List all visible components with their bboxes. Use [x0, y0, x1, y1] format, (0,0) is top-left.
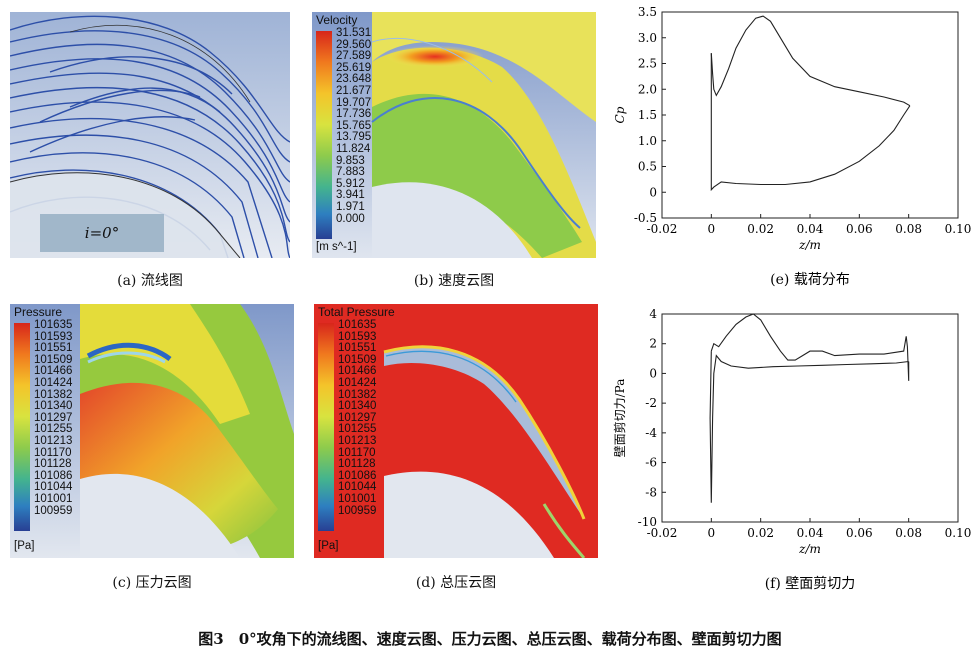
- y-tick-label: 2: [649, 337, 657, 351]
- x-tick-label: -0.02: [647, 526, 678, 540]
- panel-b-velocity: Velocity 31.531 29.560 27.589 25.619 23.648 2…: [312, 12, 596, 258]
- caption-d: (d) 总压云图: [415, 575, 497, 591]
- caption-c: (c) 压力云图: [112, 575, 192, 591]
- incidence-label: i=0°: [40, 214, 164, 252]
- pressure-contour: [10, 304, 294, 558]
- y-tick-label: 0: [649, 185, 657, 199]
- y-tick-label: 3.0: [638, 31, 657, 45]
- velocity-unit: [m s^-1]: [316, 241, 357, 253]
- x-tick-label: 0.04: [797, 526, 824, 540]
- figure-caption: 图3 0°攻角下的流线图、速度云图、压力云图、总压云图、载荷分布图、壁面剪切力图: [198, 630, 782, 648]
- y-tick-label: -6: [645, 456, 657, 470]
- total-pressure-colorbar: [318, 323, 334, 531]
- x-tick-label: 0.06: [846, 526, 873, 540]
- y-tick-label: -4: [645, 426, 657, 440]
- velocity-legend-title: Velocity: [316, 13, 358, 27]
- series-line-1: [709, 351, 909, 503]
- y-tick-label: 0.5: [638, 160, 657, 174]
- total-pressure-contour: [314, 304, 598, 558]
- x-axis-label: z/m: [798, 542, 821, 556]
- chart-wall-shear: -0.02 0 0.02 0.04 0.06 0.08 0.10 4 2 0 -2 -4 -6 -8 -10…: [612, 307, 972, 592]
- y-tick-label: 1.5: [638, 108, 657, 122]
- pressure-ticks: 101635 101593 101551 101509 101466 101424 1013…: [34, 319, 73, 517]
- chart-caption: (e) 载荷分布: [770, 272, 850, 288]
- panel-d-total-pressure: Total Pressure 101635 101593 101551 101509 1…: [314, 304, 598, 558]
- y-tick-label: 2.0: [638, 82, 657, 96]
- series-line-1: [710, 53, 911, 192]
- panel-a-streamlines: i=0°: [10, 12, 290, 258]
- pressure-unit: [Pa]: [14, 540, 35, 552]
- x-tick-label: 0: [708, 222, 716, 236]
- y-tick-label: 2.5: [638, 57, 657, 71]
- y-tick-label: -8: [645, 485, 657, 499]
- chart-caption: (f) 壁面剪切力: [765, 576, 856, 592]
- caption-b: (b) 速度云图: [413, 273, 495, 289]
- velocity-contour: [312, 12, 596, 258]
- y-tick-label: 3.5: [638, 5, 657, 19]
- y-tick-label: 0: [649, 366, 657, 380]
- x-tick-label: 0.02: [747, 222, 774, 236]
- x-tick-label: 0.08: [895, 526, 922, 540]
- x-tick-label: 0.04: [797, 222, 824, 236]
- y-axis-label: 壁面剪切力/Pa: [612, 379, 627, 458]
- x-tick-label: -0.02: [647, 222, 678, 236]
- pressure-legend-title: Pressure: [14, 305, 63, 319]
- series-line-0: [710, 313, 910, 381]
- caption-a: (a) 流线图: [117, 273, 183, 289]
- total-pressure-ticks: 101635 101593 101551 101509 101466 101424 1013…: [338, 319, 377, 517]
- total-pressure-unit: [Pa]: [318, 540, 339, 552]
- x-axis-label: z/m: [798, 238, 821, 252]
- plot-frame: [661, 11, 959, 219]
- x-tick-label: 0.02: [747, 526, 774, 540]
- velocity-colorbar: [316, 31, 332, 239]
- y-tick-label: -0.5: [634, 211, 657, 225]
- chart-load-distribution: -0.02 0 0.02 0.04 0.06 0.08 0.10 3.5 3.0 2.5 2.0 1.…: [613, 5, 972, 288]
- x-tick-label: 0.10: [945, 526, 972, 540]
- y-axis-label: Cp: [613, 106, 627, 123]
- plot-frame: [661, 313, 959, 523]
- x-tick-label: 0: [708, 526, 716, 540]
- series-line-0: [710, 15, 911, 107]
- pressure-colorbar: [14, 323, 30, 531]
- y-tick-label: 4: [649, 307, 657, 321]
- y-tick-label: -10: [638, 515, 657, 529]
- x-tick-label: 0.10: [945, 222, 972, 236]
- panel-c-pressure: Pressure 101635 101593 101551 101509 101466 1…: [10, 304, 294, 558]
- x-tick-label: 0.08: [895, 222, 922, 236]
- y-tick-label: -2: [645, 396, 657, 410]
- x-tick-label: 0.06: [846, 222, 873, 236]
- total-pressure-legend-title: Total Pressure: [318, 305, 395, 319]
- y-tick-label: 1.0: [638, 134, 657, 148]
- velocity-ticks: 31.531 29.560 27.589 25.619 23.648 21.677 19.7…: [336, 27, 372, 225]
